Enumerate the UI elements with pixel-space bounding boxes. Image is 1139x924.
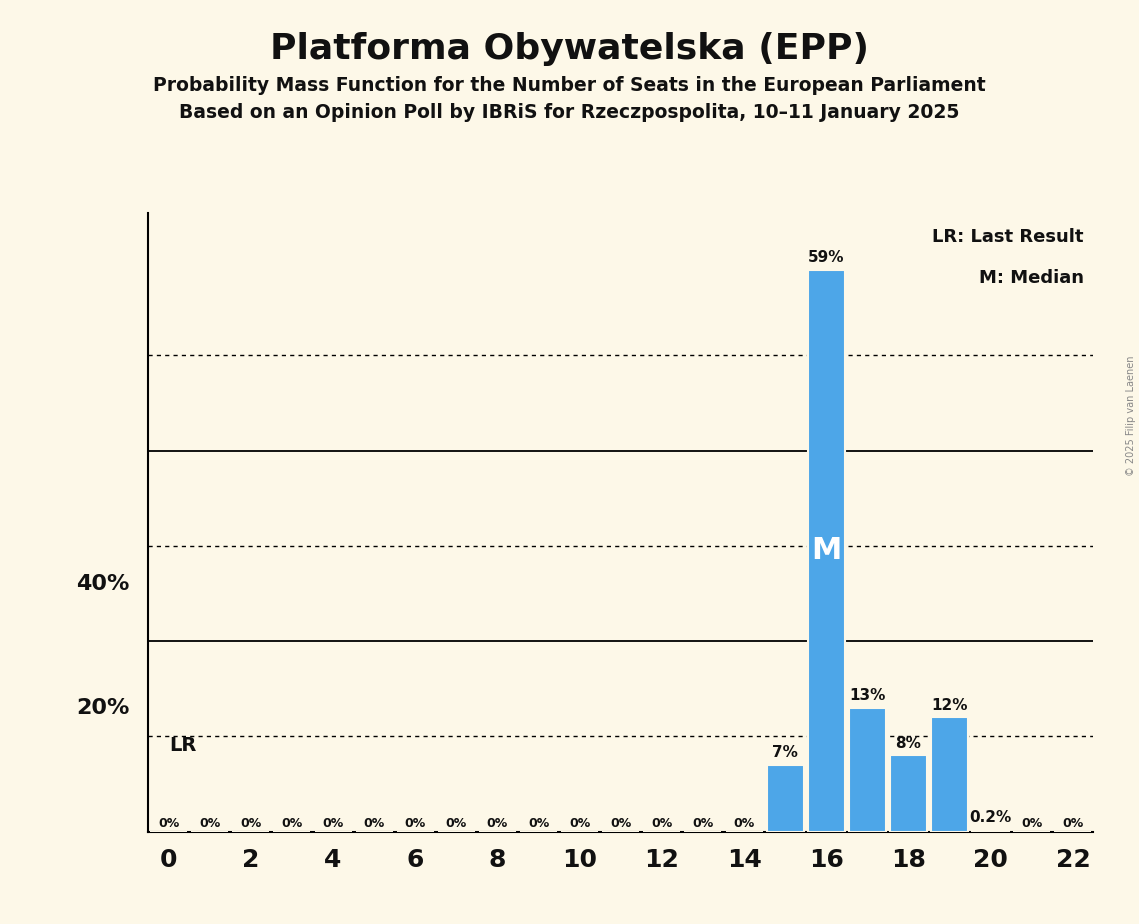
Text: 0%: 0% xyxy=(1063,817,1083,830)
Text: © 2025 Filip van Laenen: © 2025 Filip van Laenen xyxy=(1126,356,1136,476)
Text: 0%: 0% xyxy=(527,817,549,830)
Text: 0%: 0% xyxy=(652,817,672,830)
Text: 0%: 0% xyxy=(404,817,426,830)
Bar xyxy=(931,717,968,832)
Bar xyxy=(973,830,1009,832)
Text: 59%: 59% xyxy=(808,249,844,265)
Text: LR: Last Result: LR: Last Result xyxy=(933,228,1084,246)
Text: 0%: 0% xyxy=(240,817,262,830)
Text: 0%: 0% xyxy=(322,817,344,830)
Text: 0%: 0% xyxy=(486,817,508,830)
Text: 0.2%: 0.2% xyxy=(969,810,1011,825)
Bar xyxy=(808,270,845,832)
Text: 0%: 0% xyxy=(693,817,714,830)
Bar xyxy=(890,756,927,832)
Text: M: M xyxy=(811,536,842,565)
Text: Probability Mass Function for the Number of Seats in the European Parliament: Probability Mass Function for the Number… xyxy=(153,76,986,95)
Text: 12%: 12% xyxy=(932,698,968,712)
Text: M: Median: M: Median xyxy=(980,270,1084,287)
Text: 0%: 0% xyxy=(1022,817,1042,830)
Text: 0%: 0% xyxy=(611,817,631,830)
Text: 0%: 0% xyxy=(363,817,385,830)
Bar xyxy=(767,765,804,832)
Bar xyxy=(849,708,886,832)
Text: 0%: 0% xyxy=(734,817,755,830)
Text: Platforma Obywatelska (EPP): Platforma Obywatelska (EPP) xyxy=(270,32,869,67)
Text: 0%: 0% xyxy=(570,817,590,830)
Text: Based on an Opinion Poll by IBRiS for Rzeczpospolita, 10–11 January 2025: Based on an Opinion Poll by IBRiS for Rz… xyxy=(179,103,960,123)
Text: 0%: 0% xyxy=(199,817,220,830)
Text: 7%: 7% xyxy=(772,745,798,760)
Text: 40%: 40% xyxy=(76,574,129,594)
Text: 20%: 20% xyxy=(76,698,129,718)
Text: 0%: 0% xyxy=(281,817,303,830)
Text: 13%: 13% xyxy=(850,688,885,703)
Text: 0%: 0% xyxy=(158,817,179,830)
Text: LR: LR xyxy=(170,736,197,755)
Text: 8%: 8% xyxy=(895,736,921,750)
Text: 0%: 0% xyxy=(445,817,467,830)
